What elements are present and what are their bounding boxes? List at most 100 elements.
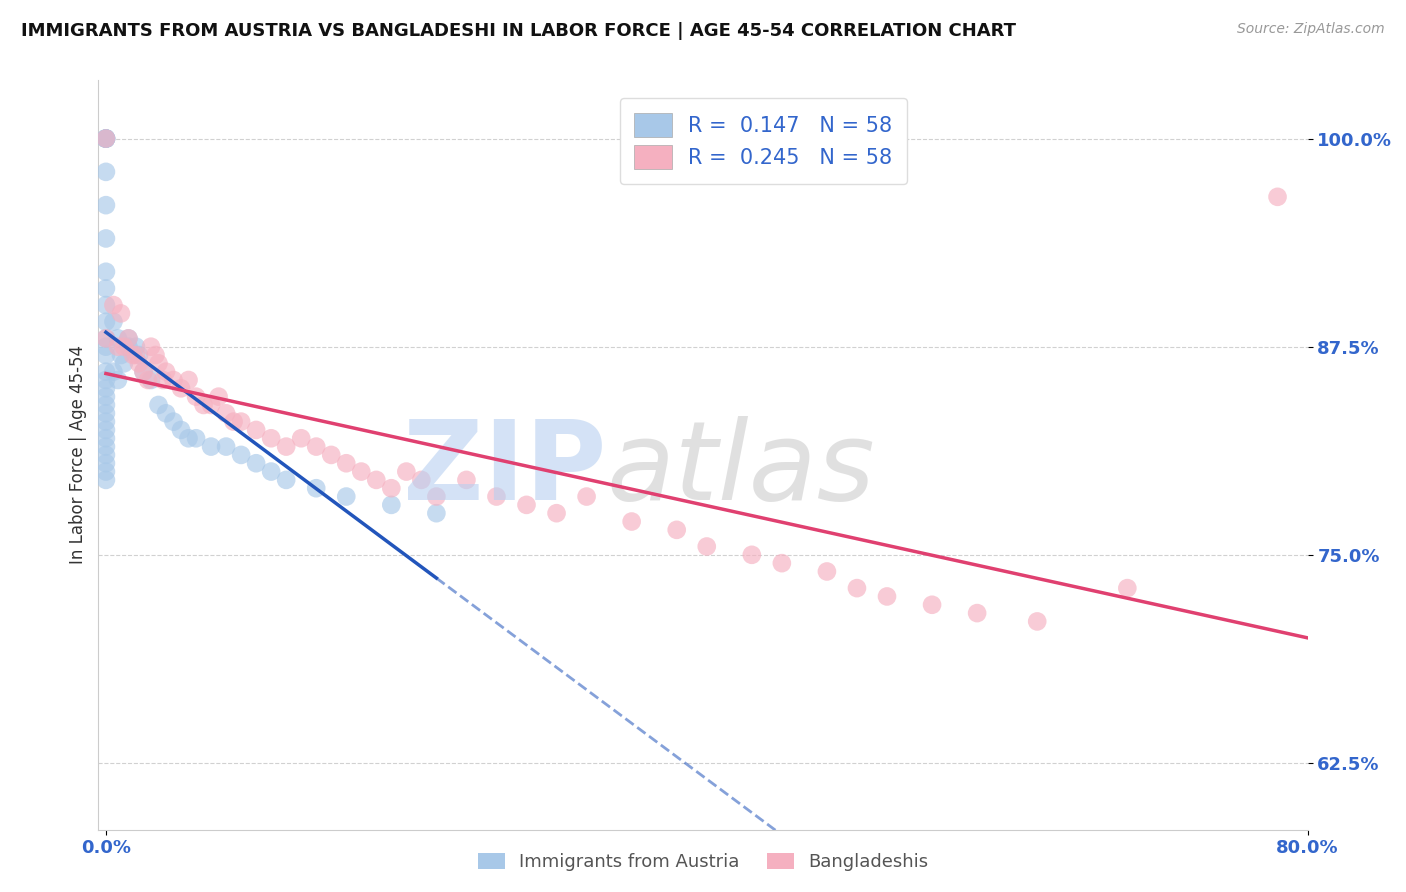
Point — [515, 498, 537, 512]
Point — [485, 490, 508, 504]
Point — [94, 165, 117, 179]
Text: ZIP: ZIP — [404, 417, 606, 524]
Point — [132, 365, 155, 379]
Point — [162, 415, 184, 429]
Point — [215, 406, 238, 420]
Point — [575, 490, 598, 504]
Point — [107, 340, 129, 354]
Point — [94, 423, 117, 437]
Point — [770, 556, 793, 570]
Point — [245, 456, 267, 470]
Point — [276, 473, 298, 487]
Text: IMMIGRANTS FROM AUSTRIA VS BANGLADESHI IN LABOR FORCE | AGE 45-54 CORRELATION CH: IMMIGRANTS FROM AUSTRIA VS BANGLADESHI I… — [21, 22, 1017, 40]
Point — [128, 348, 150, 362]
Point — [103, 298, 125, 312]
Point — [94, 340, 117, 354]
Point — [546, 506, 568, 520]
Point — [107, 331, 129, 345]
Point — [94, 373, 117, 387]
Point — [117, 340, 139, 354]
Point — [456, 473, 478, 487]
Point — [117, 331, 139, 345]
Point — [94, 448, 117, 462]
Point — [696, 540, 718, 554]
Point — [94, 131, 117, 145]
Point — [94, 390, 117, 404]
Point — [139, 340, 162, 354]
Point — [170, 381, 193, 395]
Point — [229, 415, 252, 429]
Point — [103, 365, 125, 379]
Point — [94, 131, 117, 145]
Point — [321, 448, 343, 462]
Point — [128, 356, 150, 370]
Point — [335, 490, 357, 504]
Point — [260, 431, 283, 445]
Point — [94, 431, 117, 445]
Point — [152, 373, 174, 387]
Point — [207, 390, 229, 404]
Point — [94, 415, 117, 429]
Point — [155, 365, 177, 379]
Point — [94, 406, 117, 420]
Point — [155, 406, 177, 420]
Point — [94, 281, 117, 295]
Point — [425, 506, 447, 520]
Point — [94, 131, 117, 145]
Point — [94, 331, 117, 345]
Point — [305, 440, 328, 454]
Point — [122, 348, 145, 362]
Point — [94, 298, 117, 312]
Y-axis label: In Labor Force | Age 45-54: In Labor Force | Age 45-54 — [69, 345, 87, 565]
Point — [94, 315, 117, 329]
Point — [620, 515, 643, 529]
Point — [395, 465, 418, 479]
Point — [110, 348, 132, 362]
Point — [665, 523, 688, 537]
Point — [94, 331, 117, 345]
Point — [125, 340, 148, 354]
Point — [94, 381, 117, 395]
Point — [94, 198, 117, 212]
Point — [921, 598, 943, 612]
Point — [148, 398, 170, 412]
Point — [148, 356, 170, 370]
Point — [170, 423, 193, 437]
Point — [815, 565, 838, 579]
Point — [350, 465, 373, 479]
Point — [200, 398, 222, 412]
Point — [94, 131, 117, 145]
Point — [425, 490, 447, 504]
Point — [411, 473, 433, 487]
Point — [107, 373, 129, 387]
Point — [966, 606, 988, 620]
Point — [177, 431, 200, 445]
Point — [876, 590, 898, 604]
Point — [741, 548, 763, 562]
Point — [94, 131, 117, 145]
Point — [193, 398, 215, 412]
Point — [380, 498, 402, 512]
Point — [94, 231, 117, 245]
Point — [162, 373, 184, 387]
Point — [117, 331, 139, 345]
Legend: R =  0.147   N = 58, R =  0.245   N = 58: R = 0.147 N = 58, R = 0.245 N = 58 — [620, 98, 907, 184]
Point — [132, 365, 155, 379]
Point — [200, 440, 222, 454]
Point — [260, 465, 283, 479]
Point — [222, 415, 245, 429]
Point — [136, 373, 159, 387]
Point — [1116, 581, 1139, 595]
Point — [290, 431, 312, 445]
Point — [94, 456, 117, 470]
Point — [335, 456, 357, 470]
Point — [94, 131, 117, 145]
Point — [846, 581, 869, 595]
Point — [139, 373, 162, 387]
Point — [1026, 615, 1049, 629]
Point — [215, 440, 238, 454]
Text: atlas: atlas — [606, 417, 875, 524]
Point — [380, 481, 402, 495]
Point — [366, 473, 388, 487]
Point — [184, 431, 207, 445]
